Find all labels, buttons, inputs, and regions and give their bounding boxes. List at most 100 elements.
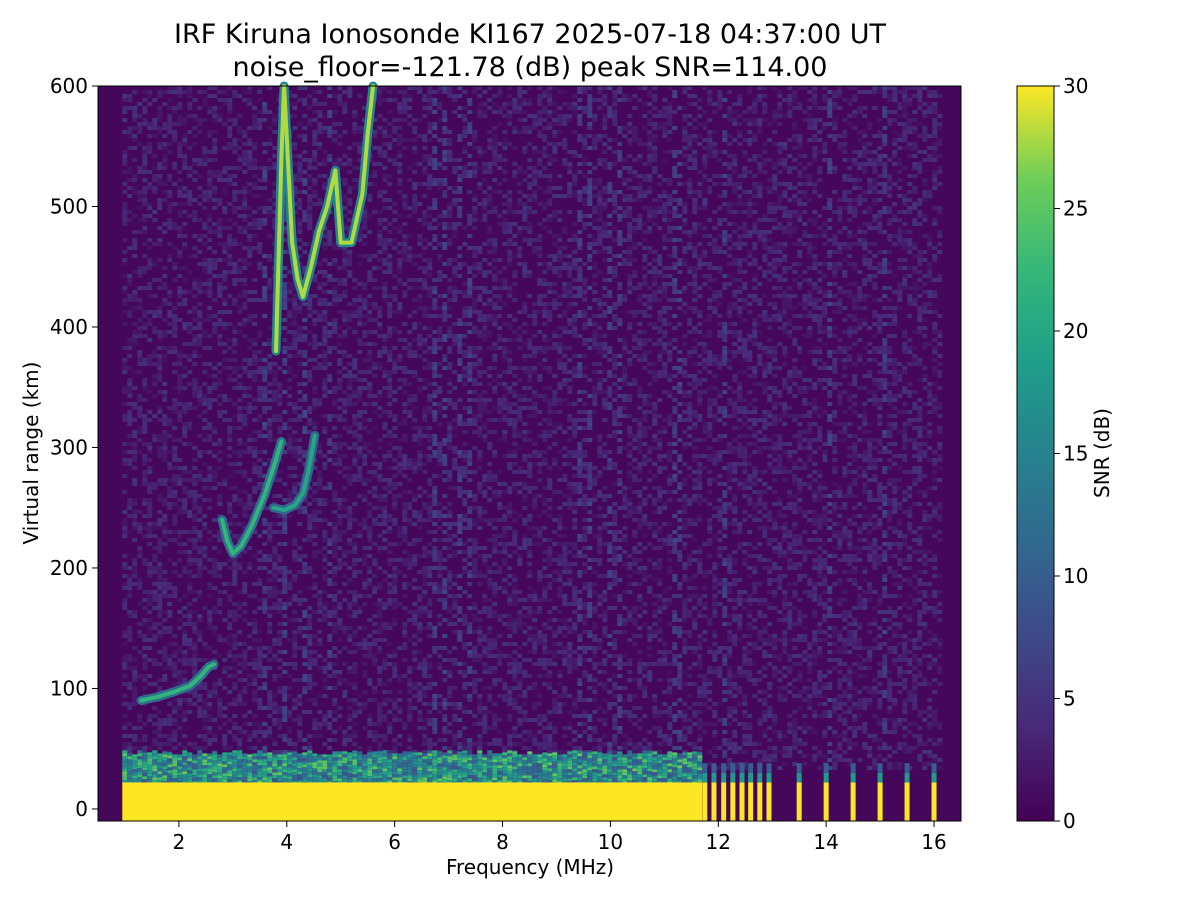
noise-cell	[262, 474, 268, 478]
noise-cell	[207, 270, 213, 274]
noise-cell	[332, 538, 338, 542]
noise-cell	[412, 494, 418, 498]
noise-cell	[172, 730, 178, 734]
noise-cell	[432, 630, 438, 634]
noise-cell	[307, 638, 313, 642]
noise-cell	[437, 462, 443, 466]
noise-cell	[372, 738, 378, 742]
noise-cell	[257, 298, 263, 302]
noise-cell	[427, 334, 433, 338]
noise-cell	[292, 558, 298, 562]
noise-cell	[302, 566, 308, 570]
noise-cell	[407, 490, 413, 494]
noise-cell	[172, 318, 178, 322]
noise-cell	[352, 366, 358, 370]
noise-cell	[377, 678, 383, 682]
noise-cell	[172, 570, 178, 574]
noise-cell	[372, 254, 378, 258]
noise-cell	[227, 446, 233, 450]
noise-cell	[337, 678, 343, 682]
noise-cell	[282, 338, 288, 342]
noise-cell	[442, 314, 448, 318]
noise-cell	[317, 610, 323, 614]
noise-cell	[422, 578, 428, 582]
noise-cell	[342, 198, 348, 202]
noise-cell	[432, 362, 438, 366]
noise-cell	[152, 534, 158, 538]
noise-cell	[157, 454, 163, 458]
noise-cell	[232, 426, 238, 430]
noise-cell	[132, 482, 138, 486]
noise-cell	[372, 494, 378, 498]
noise-cell	[132, 254, 138, 258]
noise-cell	[347, 202, 353, 206]
noise-cell	[212, 738, 218, 742]
noise-cell	[307, 686, 313, 690]
noise-cell	[367, 278, 373, 282]
noise-cell	[272, 718, 278, 722]
noise-cell	[147, 206, 153, 210]
noise-cell	[282, 226, 288, 230]
noise-cell	[197, 558, 203, 562]
noise-cell	[432, 134, 438, 138]
noise-cell	[337, 498, 343, 502]
noise-cell	[232, 698, 238, 702]
noise-cell	[407, 94, 413, 98]
noise-cell	[142, 378, 148, 382]
noise-cell	[377, 734, 383, 738]
noise-cell	[157, 722, 163, 726]
noise-cell	[157, 606, 163, 610]
noise-cell	[152, 378, 158, 382]
noise-cell	[242, 590, 248, 594]
noise-cell	[192, 178, 198, 182]
noise-cell	[382, 190, 388, 194]
noise-cell	[347, 478, 353, 482]
noise-cell	[337, 98, 343, 102]
noise-cell	[197, 158, 203, 162]
noise-cell	[232, 150, 238, 154]
noise-cell	[277, 514, 283, 518]
noise-cell	[242, 662, 248, 666]
noise-cell	[227, 146, 233, 150]
noise-cell	[177, 154, 183, 158]
noise-cell	[152, 278, 158, 282]
noise-cell	[142, 654, 148, 658]
noise-cell	[282, 390, 288, 394]
noise-cell	[292, 154, 298, 158]
noise-cell	[347, 370, 353, 374]
noise-cell	[142, 638, 148, 642]
noise-cell	[297, 626, 303, 630]
noise-cell	[262, 106, 268, 110]
noise-cell	[162, 286, 168, 290]
noise-cell	[182, 478, 188, 482]
noise-cell	[367, 594, 373, 598]
noise-cell	[327, 346, 333, 350]
noise-cell	[417, 430, 423, 434]
noise-cell	[407, 718, 413, 722]
noise-cell	[152, 122, 158, 126]
noise-cell	[157, 726, 163, 730]
noise-cell	[147, 542, 153, 546]
noise-cell	[177, 118, 183, 122]
noise-cell	[202, 642, 208, 646]
noise-cell	[367, 530, 373, 534]
noise-cell	[357, 318, 363, 322]
noise-cell	[127, 574, 133, 578]
noise-cell	[272, 574, 278, 578]
noise-cell	[347, 542, 353, 546]
noise-cell	[162, 722, 168, 726]
noise-cell	[297, 222, 303, 226]
noise-cell	[347, 602, 353, 606]
noise-cell	[337, 386, 343, 390]
noise-cell	[122, 714, 128, 718]
noise-cell	[412, 586, 418, 590]
noise-cell	[192, 286, 198, 290]
noise-cell	[437, 254, 443, 258]
noise-cell	[407, 246, 413, 250]
noise-cell	[407, 478, 413, 482]
noise-cell	[392, 598, 398, 602]
noise-cell	[382, 522, 388, 526]
noise-cell	[242, 262, 248, 266]
noise-cell	[347, 326, 353, 330]
noise-cell	[282, 518, 288, 522]
